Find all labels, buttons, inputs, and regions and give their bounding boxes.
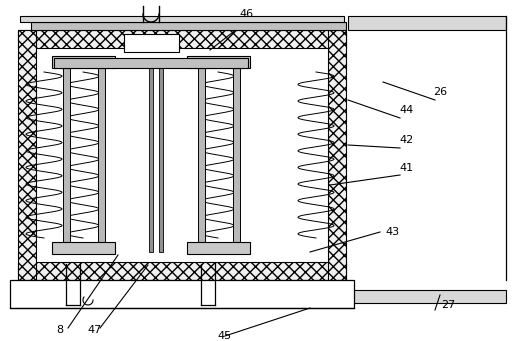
Bar	[124, 34, 179, 52]
Bar	[18, 262, 346, 280]
Text: 42: 42	[400, 135, 414, 145]
Bar	[20, 16, 344, 22]
Bar	[63, 58, 70, 252]
Text: 27: 27	[441, 300, 455, 310]
Bar	[159, 58, 163, 252]
Text: 43: 43	[386, 227, 400, 237]
Bar	[52, 56, 115, 68]
Bar	[98, 58, 105, 252]
Bar	[187, 242, 250, 254]
Bar	[31, 22, 346, 30]
Bar	[18, 30, 36, 280]
Bar	[18, 30, 346, 48]
Bar	[187, 56, 250, 68]
Text: 26: 26	[433, 87, 447, 97]
Bar	[36, 48, 328, 262]
Bar	[52, 242, 115, 254]
Text: 41: 41	[400, 163, 414, 173]
Bar	[149, 58, 153, 252]
Bar	[54, 58, 248, 68]
Text: 45: 45	[218, 331, 232, 341]
Bar	[348, 16, 506, 30]
Bar	[233, 58, 240, 252]
Bar	[10, 280, 354, 308]
Bar	[328, 30, 346, 280]
Bar	[348, 290, 506, 303]
Text: 46: 46	[239, 9, 253, 19]
Bar	[198, 58, 205, 252]
Text: 47: 47	[88, 325, 102, 335]
Text: 8: 8	[56, 325, 63, 335]
Text: 44: 44	[400, 105, 414, 115]
